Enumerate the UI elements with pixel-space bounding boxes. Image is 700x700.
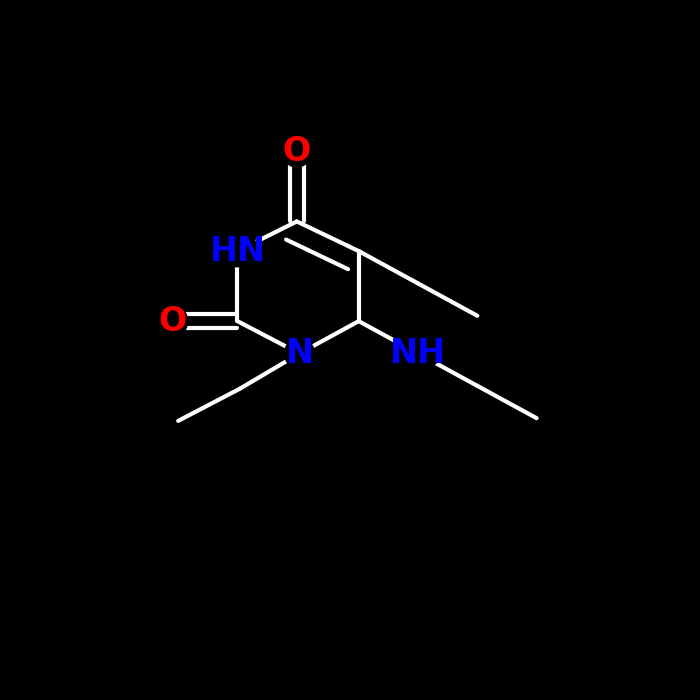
Ellipse shape bbox=[285, 338, 314, 369]
Ellipse shape bbox=[282, 136, 312, 167]
Text: HN: HN bbox=[209, 234, 265, 267]
Text: N: N bbox=[286, 337, 314, 370]
Text: NH: NH bbox=[390, 337, 446, 370]
Ellipse shape bbox=[215, 235, 260, 267]
Text: O: O bbox=[159, 304, 187, 337]
Ellipse shape bbox=[158, 305, 188, 337]
Text: O: O bbox=[283, 135, 311, 168]
Ellipse shape bbox=[395, 338, 441, 369]
